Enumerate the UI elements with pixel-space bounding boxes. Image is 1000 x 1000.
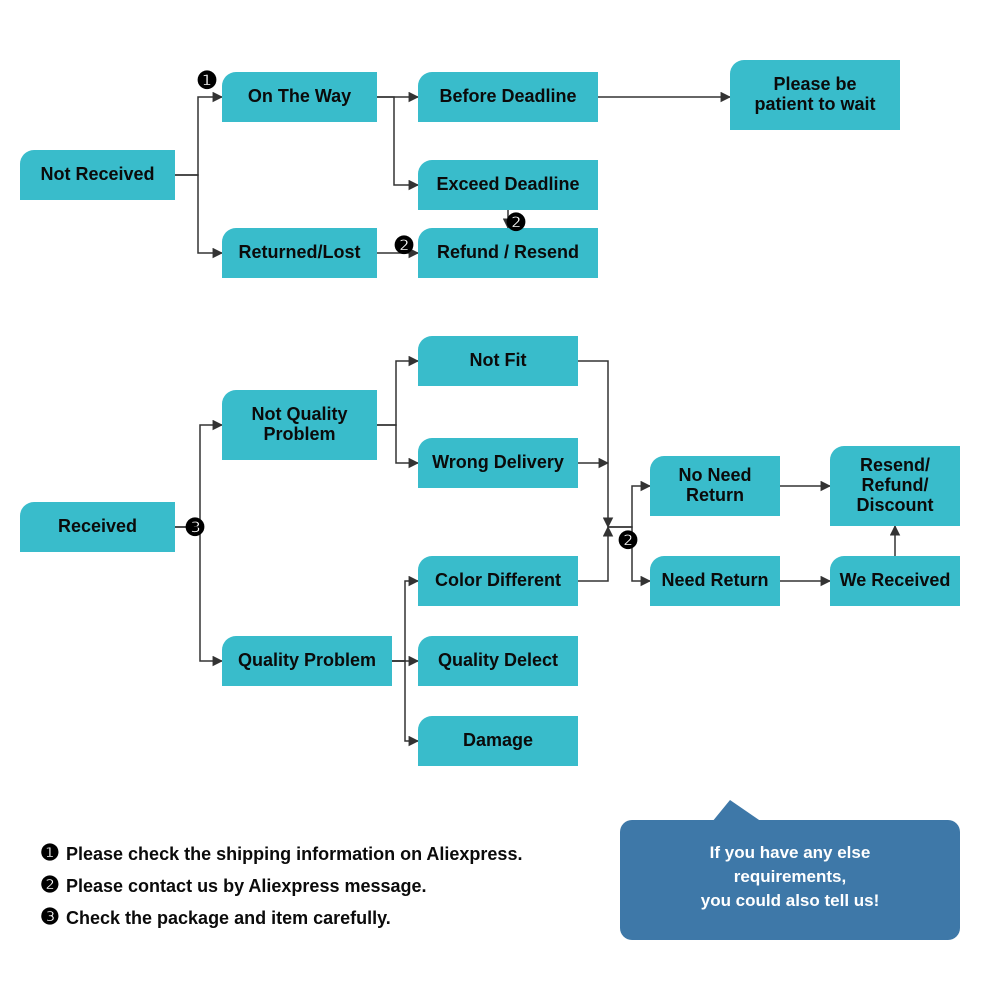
node-returned_lost: Returned/Lost xyxy=(222,228,377,278)
footnote-text: Please check the shipping information on… xyxy=(66,844,522,864)
edge xyxy=(175,175,222,253)
node-label: Refund/ xyxy=(862,475,929,495)
node-wrong_delivery: Wrong Delivery xyxy=(418,438,578,488)
node-label: Refund / Resend xyxy=(437,242,579,262)
badge-label: ❷ xyxy=(617,527,639,554)
edge xyxy=(608,486,650,527)
footnote-badge: ❷ xyxy=(40,872,60,897)
badge-b2a: ❷ xyxy=(393,232,415,259)
node-color_different: Color Different xyxy=(418,556,578,606)
node-label: Discount xyxy=(856,495,933,515)
edge xyxy=(578,361,608,527)
node-we_received: We Received xyxy=(830,556,960,606)
badge-b2b: ❷ xyxy=(505,209,527,236)
edge xyxy=(377,97,418,185)
node-label: Exceed Deadline xyxy=(436,174,579,194)
edge xyxy=(175,527,222,661)
node-label: Problem xyxy=(263,424,335,444)
badge-label: ❶ xyxy=(196,67,218,94)
edge xyxy=(392,661,418,741)
badge-label: ❷ xyxy=(393,232,415,259)
node-label: Received xyxy=(58,516,137,536)
node-label: Returned/Lost xyxy=(238,242,360,262)
node-label: Before Deadline xyxy=(439,86,576,106)
node-resend_refund: Resend/Refund/Discount xyxy=(830,446,960,526)
edge xyxy=(377,361,418,425)
node-label: Need Return xyxy=(661,570,768,590)
node-label: Return xyxy=(686,485,744,505)
node-label: Please be xyxy=(773,74,856,94)
node-label: Damage xyxy=(463,730,533,750)
speech-bubble-text: you could also tell us! xyxy=(701,891,880,910)
node-not_received: Not Received xyxy=(20,150,175,200)
node-label: No Need xyxy=(678,465,751,485)
node-label: Quality Delect xyxy=(438,650,558,670)
node-label: We Received xyxy=(840,570,951,590)
edge xyxy=(175,425,222,527)
node-before_deadline: Before Deadline xyxy=(418,72,598,122)
node-damage: Damage xyxy=(418,716,578,766)
node-on_the_way: On The Way xyxy=(222,72,377,122)
node-please_wait: Please bepatient to wait xyxy=(730,60,900,130)
node-label: Not Received xyxy=(40,164,154,184)
badge-label: ❷ xyxy=(505,209,527,236)
node-label: Quality Problem xyxy=(238,650,376,670)
node-label: Color Different xyxy=(435,570,561,590)
node-label: Resend/ xyxy=(860,455,930,475)
footnote-3: ❸ Check the package and item carefully. xyxy=(40,904,391,929)
node-exceed_deadline: Exceed Deadline xyxy=(418,160,598,210)
node-label: patient to wait xyxy=(755,94,876,114)
edge xyxy=(175,97,222,175)
speech-bubble-tail xyxy=(712,800,762,822)
footnote-text: Check the package and item carefully. xyxy=(66,908,391,928)
node-label: On The Way xyxy=(248,86,351,106)
node-label: Not Fit xyxy=(470,350,527,370)
node-no_need_return: No NeedReturn xyxy=(650,456,780,516)
speech-bubble-text: If you have any else xyxy=(710,843,871,862)
edge xyxy=(377,425,418,463)
footnote-2: ❷ Please contact us by Aliexpress message… xyxy=(40,872,427,897)
footnote-1: ❶ Please check the shipping information o… xyxy=(40,840,522,865)
node-quality_defect: Quality Delect xyxy=(418,636,578,686)
node-label: Wrong Delivery xyxy=(432,452,564,472)
badge-label: ❸ xyxy=(184,514,206,541)
edge xyxy=(578,527,608,581)
node-need_return: Need Return xyxy=(650,556,780,606)
node-quality_problem: Quality Problem xyxy=(222,636,392,686)
badge-b2c: ❷ xyxy=(617,527,639,554)
node-label: Not Quality xyxy=(251,404,347,424)
badge-b3: ❸ xyxy=(184,514,206,541)
badge-b1: ❶ xyxy=(196,67,218,94)
node-not_fit: Not Fit xyxy=(418,336,578,386)
footnote-badge: ❸ xyxy=(40,904,60,929)
footnote-text: Please contact us by Aliexpress message. xyxy=(66,876,427,896)
speech-bubble-text: requirements, xyxy=(734,867,846,886)
footnote-badge: ❶ xyxy=(40,840,60,865)
edge xyxy=(392,581,418,661)
node-not_quality: Not QualityProblem xyxy=(222,390,377,460)
node-received: Received xyxy=(20,502,175,552)
